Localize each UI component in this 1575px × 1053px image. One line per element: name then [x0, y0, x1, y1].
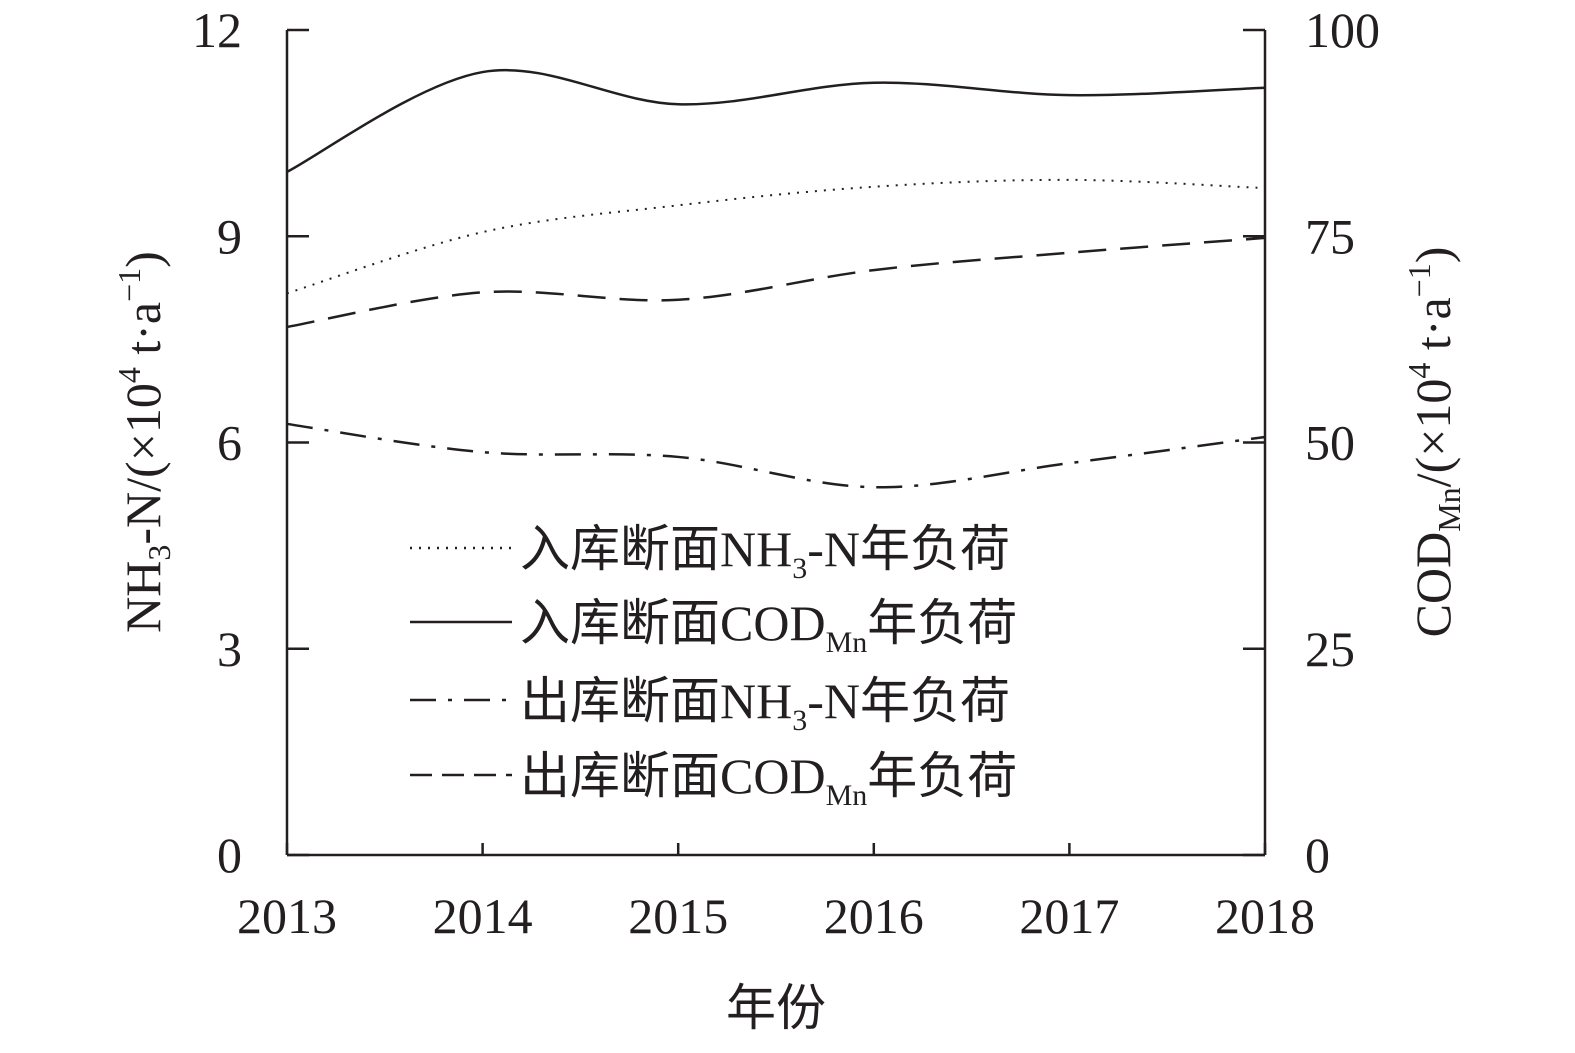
- x-tick-label: 2015: [628, 888, 728, 944]
- x-tick-label: 2014: [433, 888, 533, 944]
- legend: 入库断面NH3-N年负荷入库断面CODMn年负荷出库断面NH3-N年负荷出库断面…: [410, 521, 1017, 812]
- y-tick-label-right: 75: [1305, 208, 1355, 264]
- series-line-0: [286, 178, 1266, 295]
- series-line-1: [286, 68, 1266, 174]
- x-tick-label: 2013: [237, 888, 337, 944]
- legend-label: 入库断面NH3-N年负荷: [520, 521, 1010, 585]
- legend-label: 出库断面CODMn年负荷: [520, 748, 1017, 812]
- series-lines: [286, 68, 1266, 489]
- series-line-2: [286, 422, 1266, 489]
- y-tick-label-left: 9: [217, 208, 242, 264]
- legend-label: 出库断面NH3-N年负荷: [520, 673, 1010, 737]
- y-tick-label-left: 6: [217, 415, 242, 471]
- y-tick-label-right: 25: [1305, 621, 1355, 677]
- y-axis-label-left: NH3-N/(×104 t·a−1): [111, 251, 177, 633]
- y-tick-label-left: 0: [217, 827, 242, 883]
- series-line-3: [286, 236, 1266, 329]
- legend-label: 入库断面CODMn年负荷: [520, 595, 1017, 659]
- y-axis-label-right: CODMn/(×104 t·a−1): [1401, 247, 1467, 638]
- y-tick-label-right: 100: [1305, 2, 1380, 58]
- y-tick-label-right: 50: [1305, 415, 1355, 471]
- x-tick-label: 2016: [824, 888, 924, 944]
- y-tick-label-right: 0: [1305, 827, 1330, 883]
- y-tick-label-left: 3: [217, 621, 242, 677]
- x-axis-label: 年份: [726, 980, 826, 1036]
- y-tick-label-left: 12: [192, 2, 242, 58]
- x-tick-label: 2017: [1019, 888, 1119, 944]
- x-tick-label: 2018: [1215, 888, 1315, 944]
